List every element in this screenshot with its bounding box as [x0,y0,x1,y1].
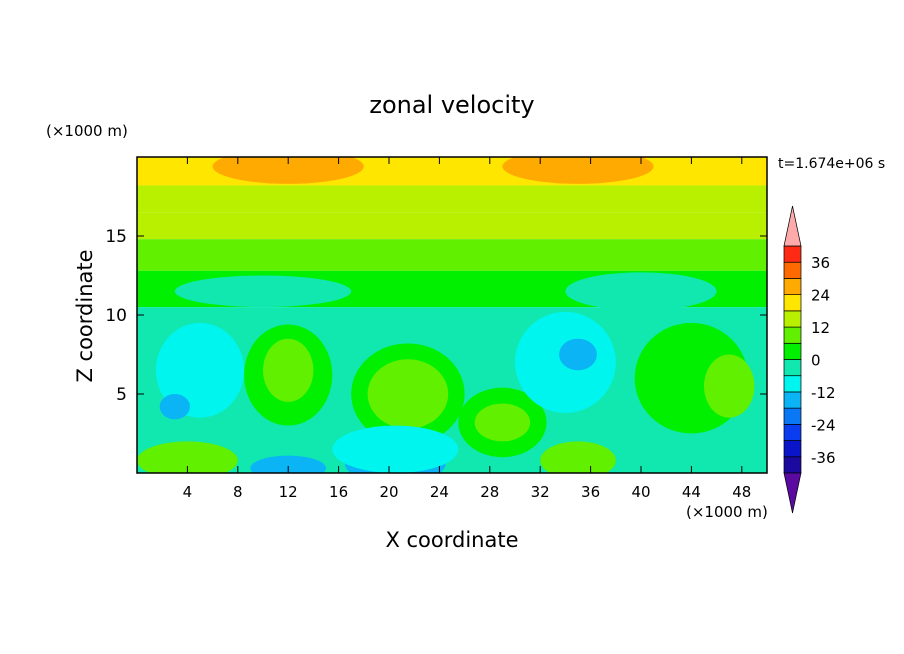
field-blob [704,354,755,418]
field-blob [250,455,326,473]
y-tick-label: 10 [105,306,127,326]
colorbar: 36 24 12 0 -12 -24 -36 [783,205,836,514]
x-tick-label: 40 [631,483,650,501]
field-band [137,212,767,240]
colorbar-segment [783,391,802,409]
y-axis-label: Z coordinate [73,249,97,382]
x-tick-label: 36 [581,483,600,501]
y-axis-ticks: 5 10 15 [105,227,767,405]
colorbar-tick-label: 0 [811,352,821,370]
field-blob [159,394,190,420]
heatmap-cells [137,157,767,473]
colorbar-segment [783,342,802,360]
colorbar-tick-label: 36 [811,254,830,272]
colorbar-tick-label: -24 [811,416,836,434]
field-band [137,185,767,213]
field-blob [502,157,654,184]
x-tick-label: 32 [531,483,550,501]
colorbar-segment [783,245,802,263]
colorbar-tick-label: 24 [811,287,830,305]
field-blob [367,359,449,429]
colorbar-segment [783,375,802,393]
colorbar-segment [783,278,802,295]
x-tick-label: 44 [682,483,701,501]
colorbar-segment [783,456,802,474]
colorbar-segment [783,294,802,312]
x-tick-label: 20 [379,483,398,501]
x-tick-label: 48 [732,483,751,501]
colorbar-segment [783,326,802,344]
field-blob [565,272,717,311]
field-blob [137,441,238,473]
colorbar-tick-label: -12 [811,384,836,402]
colorbar-segment [783,407,802,425]
x-tick-label: 4 [183,483,193,501]
field-blob [559,338,597,371]
x-tick-label: 28 [480,483,499,501]
y-tick-label: 15 [105,227,127,247]
time-label: t=1.674e+06 s [778,156,885,172]
x-tick-label: 16 [329,483,348,501]
colorbar-extend-bottom [783,472,802,514]
colorbar-segment [783,424,802,441]
field-blob [263,338,314,402]
y-unit-label: (×1000 m) [46,122,128,140]
colorbar-tick-label: -36 [811,449,836,467]
x-tick-label: 24 [430,483,449,501]
field-band [137,239,767,271]
colorbar-tick-label: 12 [811,319,830,337]
field-blob [155,322,245,418]
field-blob [174,275,352,308]
colorbar-segment [783,310,802,328]
chart-title: zonal velocity [369,91,534,119]
field-blob [540,441,616,473]
colorbar-extend-top [783,205,802,247]
x-unit-label: (×1000 m) [686,503,768,521]
colorbar-segment [783,261,802,279]
x-axis-ticks: 4 8 12 16 20 24 28 32 36 40 44 48 [183,157,751,501]
x-axis-label: X coordinate [385,528,518,552]
field-blob [332,425,459,473]
field-blob [212,157,364,184]
y-tick-label: 5 [116,385,127,405]
x-tick-label: 8 [233,483,243,501]
colorbar-segment [783,440,802,458]
colorbar-segment [783,359,802,377]
plot-area [136,156,768,474]
field-blob [474,403,531,442]
x-tick-label: 12 [279,483,298,501]
